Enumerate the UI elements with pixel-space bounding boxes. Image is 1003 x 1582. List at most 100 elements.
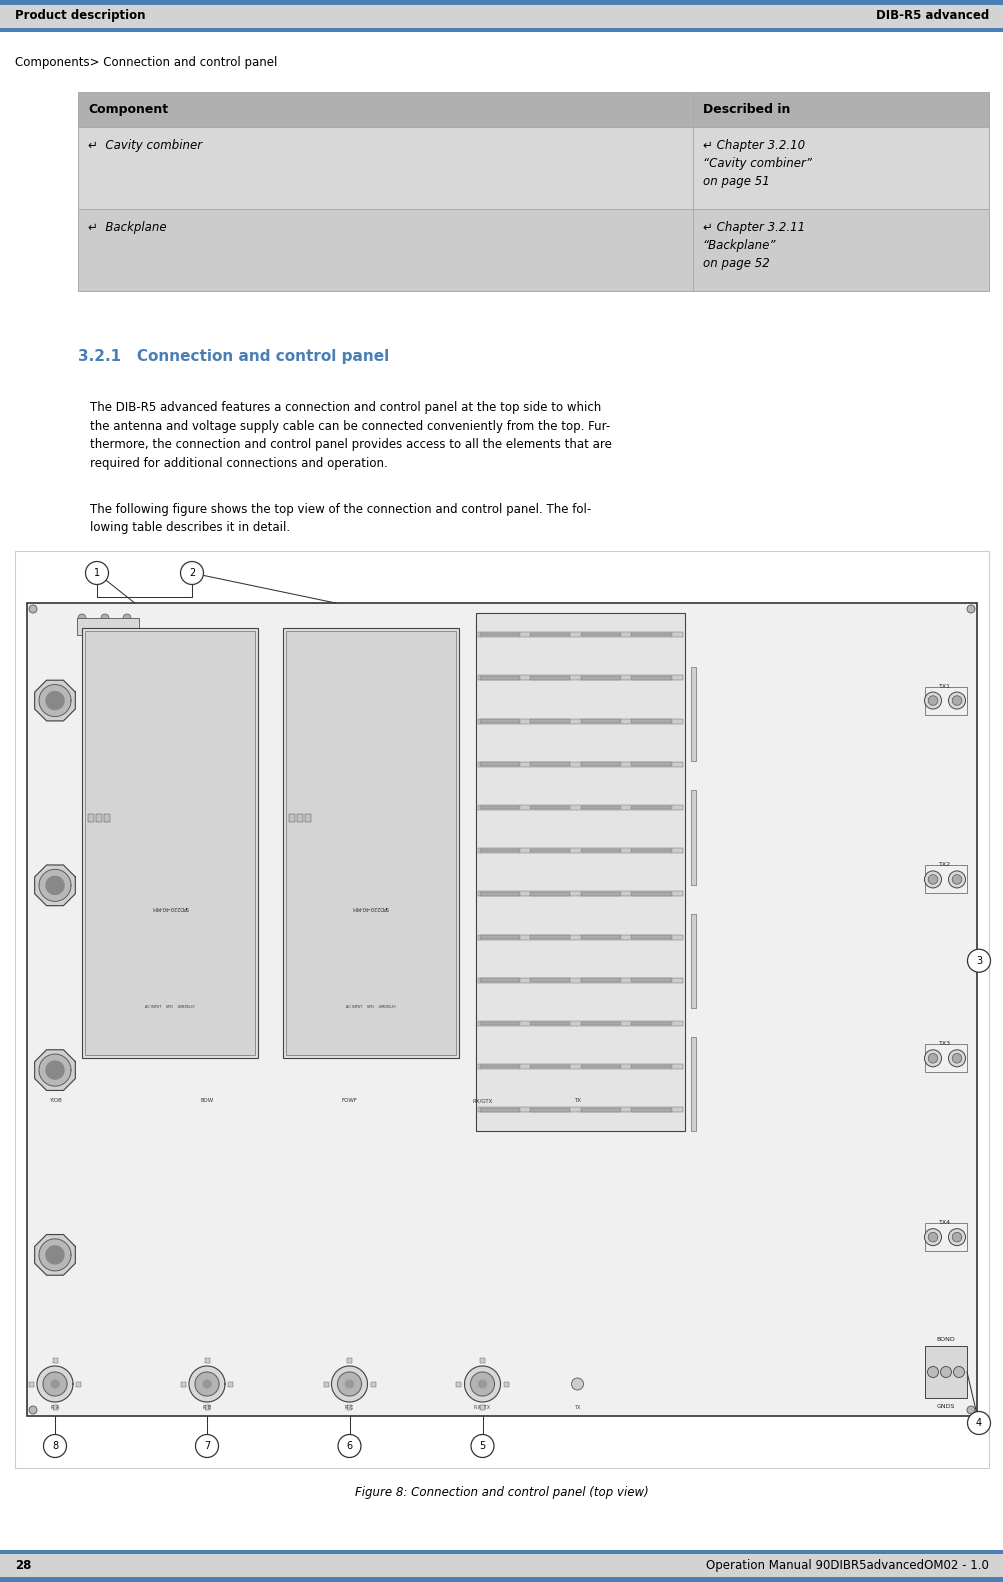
Polygon shape [478,1380,486,1387]
Text: ↵ Chapter 3.2.11
“Backplane”
on page 52: ↵ Chapter 3.2.11 “Backplane” on page 52 [702,221,804,271]
Polygon shape [345,1380,353,1387]
Text: YIOB: YIOB [48,1098,61,1103]
Text: 3: 3 [975,956,981,965]
Circle shape [338,1435,361,1457]
Circle shape [967,949,990,973]
Bar [478,978,682,982]
Bar [479,1022,520,1025]
Bar [631,850,671,853]
Polygon shape [35,680,75,721]
Bar [479,720,520,723]
Text: R C: R C [345,1405,353,1410]
Bar [478,761,682,767]
Text: 1: 1 [94,568,100,577]
Circle shape [951,1054,961,1063]
Text: 8: 8 [52,1441,58,1451]
Bar [580,978,621,982]
Text: TX: TX [574,1098,581,1103]
Bar [478,935,682,940]
Bar [924,687,966,715]
Bar [478,1107,682,1112]
Polygon shape [37,1365,73,1402]
Bar [478,676,682,680]
Bar [88,813,94,821]
Polygon shape [203,1380,211,1387]
Circle shape [196,1435,219,1457]
Circle shape [181,562,204,584]
Circle shape [948,872,965,888]
Circle shape [966,1406,974,1414]
Circle shape [571,1378,583,1391]
Bar [478,1020,682,1027]
Text: SPD220-40-MH: SPD220-40-MH [151,905,189,910]
Bar [205,1357,210,1364]
Circle shape [29,604,37,612]
Bar [631,978,671,982]
Text: The DIB-R5 advanced features a connection and control panel at the top side to w: The DIB-R5 advanced features a connectio… [90,400,611,470]
Polygon shape [470,1372,494,1395]
Text: SPD220-40-MH: SPD220-40-MH [352,905,389,910]
Bar [690,914,695,1008]
Polygon shape [51,1380,59,1387]
Bar [52,1357,57,1364]
Text: TX2: TX2 [938,862,950,867]
Bar [297,813,303,821]
Circle shape [927,1367,938,1378]
Bar [631,763,671,766]
Circle shape [924,872,941,888]
Bar [15,551,988,1468]
Bar [85,631,255,1055]
Bar [478,1065,682,1069]
Bar [0,28,1003,32]
Text: 6: 6 [346,1441,352,1451]
Text: BOW: BOW [201,1098,214,1103]
Bar [323,1381,328,1386]
Bar [82,628,258,1058]
Circle shape [940,1367,951,1378]
Bar [924,1223,966,1251]
Bar [0,0,1003,32]
Bar [478,718,682,723]
Bar [78,209,988,291]
Text: RX/GTX: RX/GTX [471,1098,492,1103]
Text: ↵  Cavity combiner: ↵ Cavity combiner [88,139,202,152]
Text: Described in: Described in [702,103,789,115]
Bar [104,813,110,821]
Bar [283,628,458,1058]
Bar [530,1107,570,1112]
Circle shape [928,875,937,884]
Text: Product description: Product description [15,9,145,22]
Text: 4: 4 [975,1417,981,1429]
Bar [347,1405,352,1410]
Bar [78,127,988,209]
Text: Component: Component [88,103,168,115]
Text: TX: TX [574,1405,580,1410]
Circle shape [924,1229,941,1245]
Bar [0,1550,1003,1554]
Bar [580,763,621,766]
Bar [78,92,988,127]
Circle shape [948,1229,965,1245]
Bar [631,805,671,810]
Bar [690,791,695,884]
Bar [924,865,966,894]
Circle shape [928,1232,937,1242]
Text: ↵  Backplane: ↵ Backplane [88,221,166,234]
Bar [690,1038,695,1131]
Bar [479,805,520,810]
Bar [479,763,520,766]
Polygon shape [189,1365,225,1402]
Text: TX4: TX4 [938,1220,950,1224]
Bar [580,1022,621,1025]
Bar [0,0,1003,5]
Text: 7: 7 [204,1441,210,1451]
Text: FOWF: FOWF [341,1098,357,1103]
Polygon shape [46,876,64,894]
Bar [347,1357,352,1364]
Circle shape [924,691,941,709]
Polygon shape [195,1372,219,1395]
Bar [476,612,684,1131]
Bar [289,813,295,821]
Polygon shape [46,1062,64,1079]
Bar [924,1346,966,1398]
